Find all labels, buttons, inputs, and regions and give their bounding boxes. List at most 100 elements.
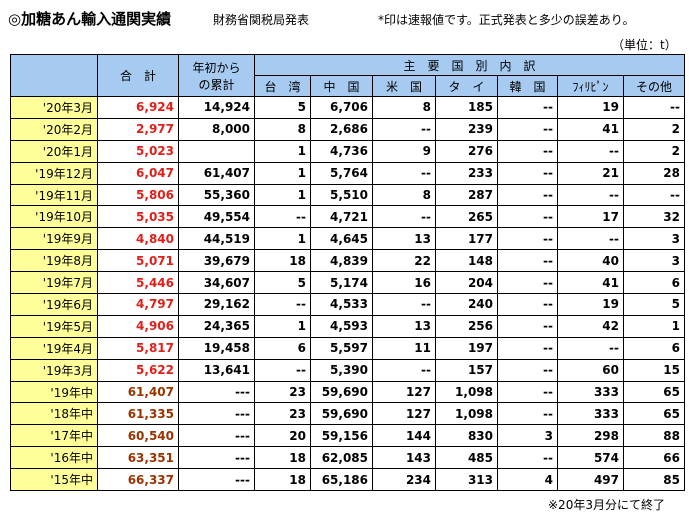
cell: 830 [435, 424, 498, 448]
row-label: '19年中 [10, 380, 98, 404]
row-label: '18年中 [10, 402, 98, 426]
header-cell: ﾌｨﾘﾋﾟﾝ [557, 75, 624, 97]
row-label: '20年2月 [10, 117, 98, 141]
cell: 1 [254, 183, 311, 207]
row-label: '19年5月 [10, 314, 98, 338]
cell: 4,840 [97, 227, 179, 251]
table-row: '20年2月 2,977 8,000 8 2,686 -- 239 -- 41 2 [10, 117, 685, 141]
cell: 256 [435, 314, 498, 338]
cell: 3 [497, 424, 558, 448]
row-label: '16年中 [10, 446, 98, 470]
table-row: '19年6月 4,797 29,162 -- 4,533 -- 240 -- 19 5 [10, 293, 685, 316]
cell: 276 [435, 139, 498, 163]
cell: -- [497, 227, 558, 251]
cell: 127 [372, 380, 436, 404]
cell: 8 [254, 117, 311, 141]
cell: -- [497, 336, 558, 360]
table-row: '19年4月 5,817 19,458 6 5,597 11 197 -- -- 6 [10, 336, 685, 360]
cell: 4,721 [310, 205, 373, 229]
cell: 85 [623, 468, 685, 492]
footer: ※20年3月分にて終了 [548, 498, 665, 512]
unit: （単位：t） [612, 38, 677, 52]
cell: -- [497, 161, 558, 185]
cell: 60,540 [97, 424, 179, 448]
row-label: '20年3月 [10, 96, 98, 119]
cell: 234 [372, 468, 436, 492]
header-cell: 韓 国 [497, 75, 558, 97]
cell: 65 [623, 380, 685, 404]
header-cell: その他 [623, 75, 685, 97]
cell: -- [623, 96, 685, 119]
cell: 204 [435, 271, 498, 295]
row-label: '19年4月 [10, 336, 98, 360]
cell: 1 [254, 227, 311, 251]
corner-cell [10, 54, 98, 97]
cell: --- [178, 468, 255, 492]
cell: 5,510 [310, 183, 373, 207]
row-label: '17年中 [10, 424, 98, 448]
cell: 32 [623, 205, 685, 229]
cell: 39,679 [178, 249, 255, 273]
table-row: '19年中 61,407 --- 23 59,690 127 1,098 -- 333 65 [10, 380, 685, 404]
cell: 2 [623, 117, 685, 141]
cell: 49,554 [178, 205, 255, 229]
row-label: '19年6月 [10, 293, 98, 316]
cell: 5 [623, 293, 685, 316]
cell: 1 [254, 314, 311, 338]
cell: 18 [254, 468, 311, 492]
cell: 13 [372, 314, 436, 338]
cell: -- [497, 358, 558, 382]
cell: 19 [557, 96, 624, 119]
cell: 5,071 [97, 249, 179, 273]
header-cell: 米 国 [372, 75, 436, 97]
cell: 1,098 [435, 402, 498, 426]
cell: 4,797 [97, 293, 179, 316]
cell: 298 [557, 424, 624, 448]
cell: -- [497, 117, 558, 141]
cell: 61,335 [97, 402, 179, 426]
cell: 28 [623, 161, 685, 185]
cell: -- [372, 205, 436, 229]
cell: 4,533 [310, 293, 373, 316]
cell: 185 [435, 96, 498, 119]
row-label: '20年1月 [10, 139, 98, 163]
table-row: '17年中 60,540 --- 20 59,156 144 830 3 298 88 [10, 424, 685, 448]
cell: 17 [557, 205, 624, 229]
cell: -- [497, 249, 558, 273]
cell: 66,337 [97, 468, 179, 492]
header-text: 年初から [192, 60, 241, 75]
cell: 233 [435, 161, 498, 185]
cell: 5,817 [97, 336, 179, 360]
cell: 144 [372, 424, 436, 448]
cell: 143 [372, 446, 436, 470]
cell: 6,924 [97, 96, 179, 119]
cell: 61,407 [97, 380, 179, 404]
cell: 8 [372, 183, 436, 207]
cell: -- [623, 183, 685, 207]
cell: -- [497, 183, 558, 207]
cell: 497 [557, 468, 624, 492]
cell: -- [372, 161, 436, 185]
cell: 240 [435, 293, 498, 316]
cell: 5 [254, 271, 311, 295]
cell: -- [497, 380, 558, 404]
cell: 62,085 [310, 446, 373, 470]
table-row: '20年1月 5,023 1 4,736 9 276 -- -- 2 [10, 139, 685, 163]
table-row: '16年中 63,351 --- 18 62,085 143 485 -- 574 66 [10, 446, 685, 470]
cell: 574 [557, 446, 624, 470]
row-label: '19年10月 [10, 205, 98, 229]
cell: 20 [254, 424, 311, 448]
cell: 5,035 [97, 205, 179, 229]
cell: 29,162 [178, 293, 255, 316]
row-label: '19年12月 [10, 161, 98, 185]
table-row: '15年中 66,337 --- 18 65,186 234 313 4 497 85 [10, 468, 685, 492]
cell: 59,156 [310, 424, 373, 448]
cell: --- [178, 380, 255, 404]
cell: 11 [372, 336, 436, 360]
cell: 1 [254, 161, 311, 185]
cell: 5,597 [310, 336, 373, 360]
cell: 1 [254, 139, 311, 163]
cell: 6,047 [97, 161, 179, 185]
cell: 5,764 [310, 161, 373, 185]
cell: -- [557, 139, 624, 163]
